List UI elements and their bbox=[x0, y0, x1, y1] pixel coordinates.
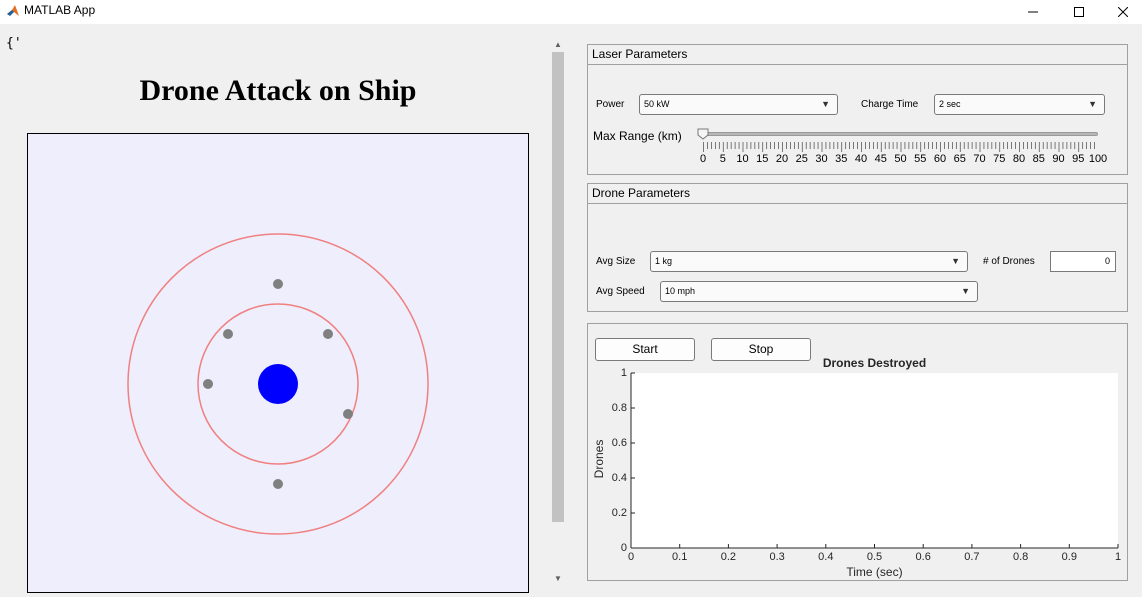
avg-size-value: 1 kg bbox=[655, 256, 673, 266]
maximize-button[interactable] bbox=[1056, 0, 1102, 24]
slider-tick-label: 100 bbox=[1088, 153, 1108, 165]
power-dropdown[interactable]: 50 kW ▼ bbox=[639, 94, 838, 115]
x-tick-label: 0 bbox=[627, 551, 635, 563]
drone-count-label: # of Drones bbox=[983, 256, 1035, 267]
drone-marker bbox=[203, 379, 213, 389]
chart-title: Drones Destroyed bbox=[822, 356, 927, 370]
avg-speed-value: 10 mph bbox=[665, 286, 696, 296]
ship-marker bbox=[258, 364, 298, 404]
avg-size-label: Avg Size bbox=[596, 256, 636, 267]
scrollbar-thumb[interactable] bbox=[552, 52, 564, 522]
x-tick-label: 0.4 bbox=[818, 551, 834, 563]
drone-marker bbox=[343, 409, 353, 419]
slider-tick-label: 20 bbox=[775, 153, 789, 165]
drone-marker bbox=[323, 329, 333, 339]
x-tick-label: 1 bbox=[1114, 551, 1122, 563]
battle-field-canvas bbox=[127, 233, 429, 535]
slider-tick-label: 90 bbox=[1052, 153, 1065, 165]
slider-tick-label: 30 bbox=[815, 153, 828, 165]
stray-text: {' bbox=[6, 36, 22, 51]
scroll-down-arrow-icon[interactable]: ▼ bbox=[554, 574, 562, 583]
slider-tick-label: 25 bbox=[795, 153, 808, 165]
chart-x-label: Time (sec) bbox=[846, 565, 903, 579]
avg-size-dropdown[interactable]: 1 kg ▼ bbox=[650, 251, 968, 272]
charge-time-dropdown[interactable]: 2 sec ▼ bbox=[934, 94, 1105, 115]
slider-tick-label: 0 bbox=[699, 153, 707, 165]
slider-tick-label: 60 bbox=[933, 153, 947, 165]
max-range-slider-ticks bbox=[703, 142, 1095, 152]
laser-panel-title: Laser Parameters bbox=[588, 45, 1127, 65]
slider-tick-label: 10 bbox=[736, 153, 749, 165]
x-tick-label: 0.2 bbox=[720, 551, 737, 563]
slider-tick-label: 50 bbox=[894, 153, 907, 165]
drone-panel-title: Drone Parameters bbox=[588, 184, 1127, 204]
charge-time-value: 2 sec bbox=[939, 99, 961, 109]
page-title: Drone Attack on Ship bbox=[139, 74, 417, 107]
max-range-slider-thumb[interactable] bbox=[697, 128, 709, 140]
slider-tick-label: 70 bbox=[973, 153, 986, 165]
chevron-down-icon: ▼ bbox=[951, 256, 960, 266]
max-range-label: Max Range (km) bbox=[593, 129, 682, 143]
slider-tick-label: 15 bbox=[756, 153, 769, 165]
drone-marker bbox=[223, 329, 233, 339]
y-tick-label: 1 bbox=[620, 367, 627, 379]
close-button[interactable] bbox=[1100, 0, 1142, 24]
scroll-up-arrow-icon[interactable]: ▲ bbox=[554, 40, 562, 49]
y-tick-label: 0.8 bbox=[611, 402, 627, 414]
drone-count-field[interactable]: 0 bbox=[1050, 251, 1116, 272]
charge-time-label: Charge Time bbox=[861, 99, 919, 110]
chart-plot-area bbox=[631, 373, 1118, 548]
inner-range-ring bbox=[197, 303, 359, 465]
chevron-down-icon: ▼ bbox=[821, 99, 830, 109]
x-tick-label: 0.3 bbox=[769, 551, 785, 563]
close-icon bbox=[1118, 7, 1128, 17]
y-tick-label: 0 bbox=[620, 542, 627, 554]
x-tick-label: 0.6 bbox=[915, 551, 931, 563]
x-tick-label: 0.1 bbox=[672, 551, 688, 563]
chart-axes bbox=[630, 372, 1119, 549]
x-tick-label: 0.8 bbox=[1012, 551, 1029, 563]
window-titlebar: MATLAB App bbox=[0, 0, 1142, 24]
power-label: Power bbox=[596, 99, 625, 110]
chevron-down-icon: ▼ bbox=[961, 286, 970, 296]
slider-tick-label: 5 bbox=[719, 153, 726, 165]
power-value: 50 kW bbox=[644, 99, 670, 109]
window-title: MATLAB App bbox=[24, 3, 96, 17]
slider-tick-label: 45 bbox=[874, 153, 887, 165]
slider-tick-label: 40 bbox=[854, 153, 868, 165]
slider-tick-label: 75 bbox=[993, 153, 1006, 165]
chart-y-label: Drones bbox=[592, 439, 606, 479]
outer-range-ring bbox=[127, 233, 429, 535]
x-tick-label: 0.7 bbox=[964, 551, 980, 563]
x-tick-label: 0.5 bbox=[866, 551, 883, 563]
maximize-icon bbox=[1074, 7, 1084, 17]
slider-tick-label: 65 bbox=[953, 153, 966, 165]
avg-speed-dropdown[interactable]: 10 mph ▼ bbox=[660, 281, 978, 302]
matlab-icon bbox=[7, 5, 19, 16]
avg-speed-label: Avg Speed bbox=[596, 286, 645, 297]
drone-marker bbox=[273, 279, 283, 289]
start-button[interactable]: Start bbox=[595, 338, 695, 361]
y-tick-label: 0.4 bbox=[611, 472, 627, 484]
x-tick-label: 0.9 bbox=[1061, 551, 1077, 563]
y-tick-label: 0.2 bbox=[611, 507, 627, 519]
minimize-button[interactable] bbox=[1010, 0, 1056, 24]
drone-marker bbox=[273, 479, 283, 489]
slider-tick-label: 55 bbox=[914, 153, 927, 165]
slider-tick-label: 35 bbox=[835, 153, 848, 165]
chevron-down-icon: ▼ bbox=[1088, 99, 1097, 109]
y-tick-label: 0.6 bbox=[611, 437, 627, 449]
slider-tick-label: 95 bbox=[1072, 153, 1085, 165]
slider-tick-label: 85 bbox=[1032, 153, 1045, 165]
minimize-icon bbox=[1028, 11, 1038, 13]
slider-tick-label: 80 bbox=[1012, 153, 1026, 165]
stop-button[interactable]: Stop bbox=[711, 338, 811, 361]
battle-field-axes bbox=[27, 133, 529, 593]
